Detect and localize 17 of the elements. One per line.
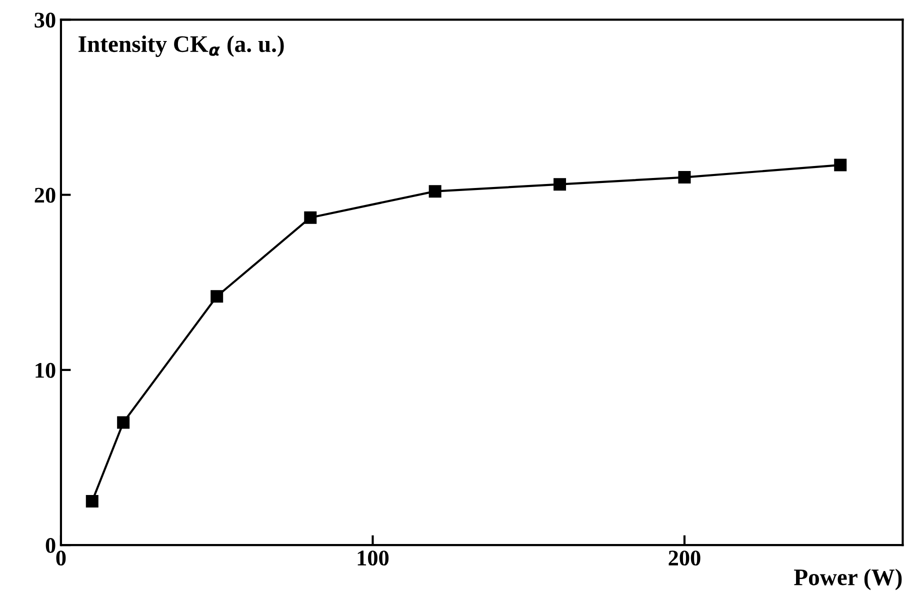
point xyxy=(428,185,442,198)
point xyxy=(554,178,566,191)
point xyxy=(117,416,130,429)
y-tick-label: 30 xyxy=(34,12,56,28)
x-tick-label: 0 xyxy=(56,550,66,566)
point xyxy=(678,171,691,184)
x-tick-label: 200 xyxy=(668,550,700,566)
x-tick-label: 100 xyxy=(358,550,389,566)
x-axis-title: Power (W) xyxy=(794,568,902,590)
point xyxy=(86,495,98,508)
y-axis-title: Intensity CK$_{α}$ (a. u.) xyxy=(78,35,284,57)
y-tick-label: 20 xyxy=(34,188,56,203)
point xyxy=(834,158,847,172)
y-tick-label: 10 xyxy=(36,362,56,378)
point xyxy=(304,211,317,224)
y-tick-label: 0 xyxy=(46,538,56,553)
point xyxy=(210,290,224,303)
